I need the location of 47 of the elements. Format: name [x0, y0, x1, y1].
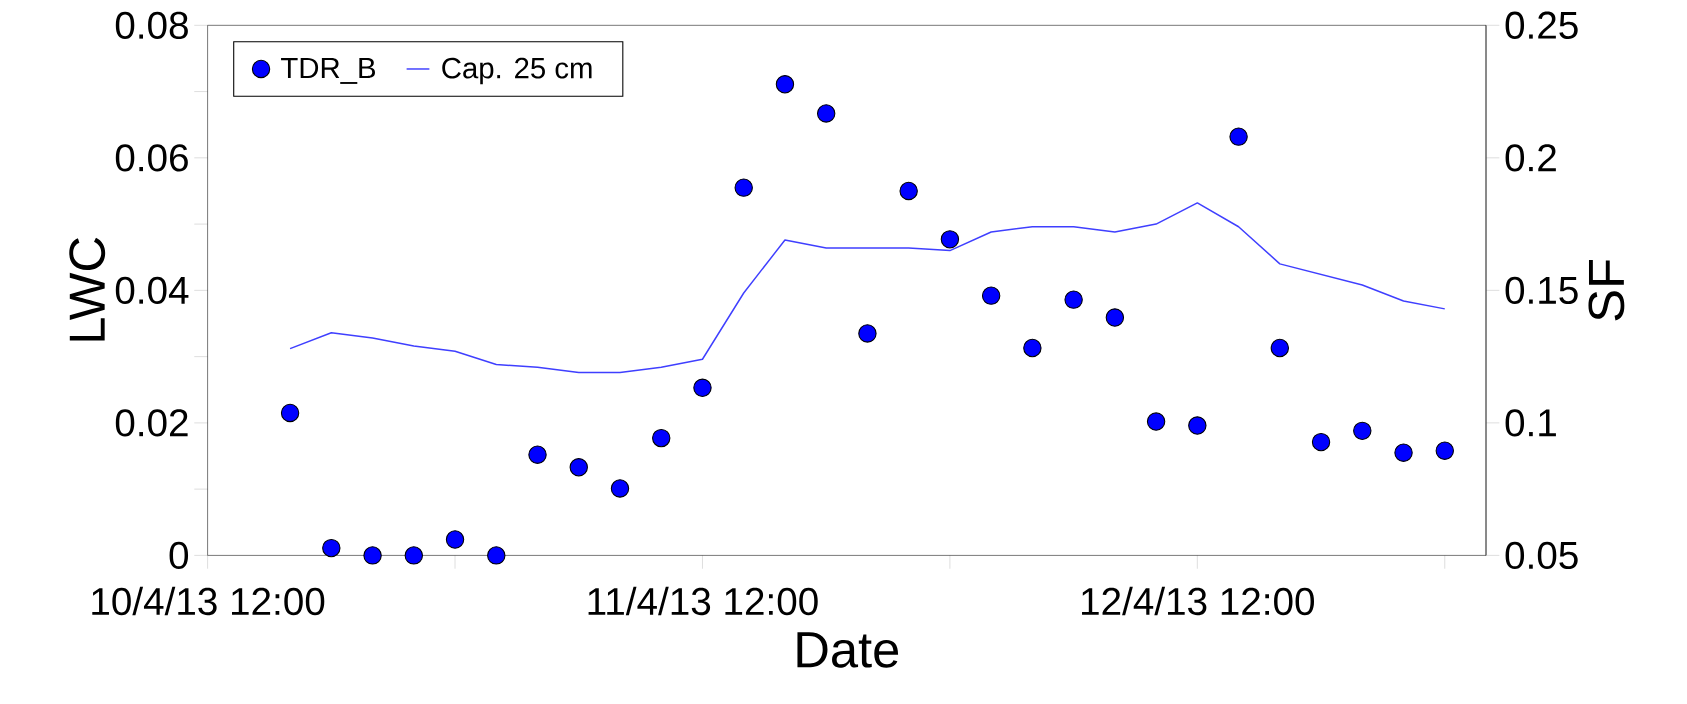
y-tick-label: 0.08	[115, 11, 188, 39]
point	[940, 230, 960, 249]
x-tick-label: 10/4/13 12:00	[92, 586, 325, 616]
point	[816, 104, 836, 123]
x-axis-title: Date	[797, 632, 899, 668]
x-tick-label: 12/4/13 12:00	[1082, 586, 1315, 616]
point	[363, 546, 382, 565]
point	[1394, 443, 1413, 462]
point	[693, 378, 712, 397]
y2-tick-label: 0.1	[1505, 409, 1556, 437]
legend-label: TDR_B	[281, 57, 375, 84]
point	[1105, 308, 1125, 327]
point	[1064, 290, 1083, 309]
point	[1188, 416, 1207, 435]
y-tick-label: 0.06	[115, 144, 188, 172]
point	[1353, 421, 1372, 441]
y-axis-title: LWC	[69, 237, 106, 341]
y2-tick-label: 0.15	[1505, 276, 1578, 305]
point	[1270, 338, 1290, 358]
y2-tick-label: 0.25	[1505, 11, 1578, 39]
y-tick-label: 0.02	[115, 409, 188, 437]
point	[1146, 412, 1166, 431]
point	[610, 479, 630, 498]
point	[1311, 432, 1331, 452]
point	[652, 428, 671, 448]
point	[775, 75, 795, 94]
point	[1229, 127, 1248, 146]
point	[734, 178, 753, 197]
point	[445, 530, 465, 549]
point	[1023, 338, 1042, 358]
y2-axis-title: SF	[1588, 260, 1625, 321]
point	[322, 538, 341, 558]
y-tick-label: 0.04	[115, 276, 189, 305]
legend-label: Cap. 25 cm	[442, 57, 592, 85]
y2-tick-label: 0.2	[1505, 144, 1556, 172]
y2-tick-label: 0.05	[1505, 541, 1578, 570]
point	[1435, 441, 1454, 460]
point	[569, 458, 588, 477]
point	[487, 546, 506, 565]
point	[899, 181, 918, 201]
point	[280, 403, 300, 423]
point	[528, 445, 547, 464]
x-tick-label: 11/4/13 12:00	[588, 586, 818, 616]
point	[404, 546, 424, 565]
point	[858, 324, 877, 343]
y-tick-label: 0	[169, 541, 189, 570]
point	[981, 286, 1001, 305]
